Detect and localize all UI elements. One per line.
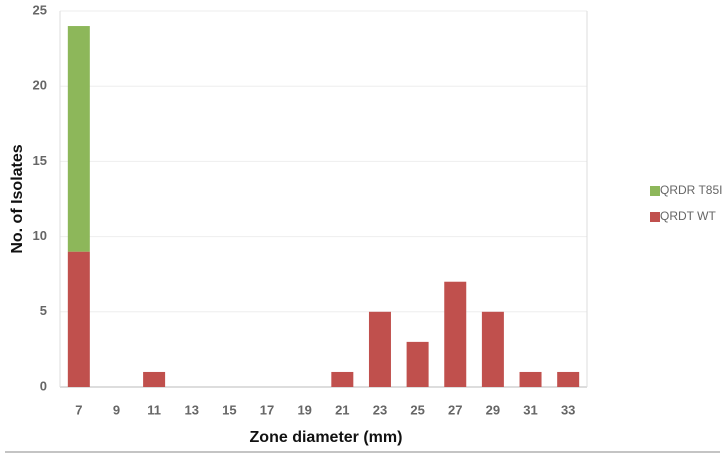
bar: [67, 251, 90, 387]
x-tick-label: 21: [335, 402, 349, 417]
x-tick-label: 13: [185, 402, 199, 417]
x-axis-title: Zone diameter (mm): [250, 429, 403, 446]
x-tick-label: 11: [147, 402, 161, 417]
x-tick-label: 33: [561, 402, 575, 417]
x-tick-label: 23: [373, 402, 387, 417]
x-tick-label: 29: [486, 402, 500, 417]
bar: [67, 26, 90, 252]
y-tick-label: 0: [40, 378, 47, 393]
y-axis-title: No. of Isolates: [9, 144, 26, 253]
bar: [557, 371, 580, 387]
x-tick-label: 25: [410, 402, 424, 417]
bar: [368, 311, 391, 387]
bar: [331, 371, 354, 387]
x-tick-label: 17: [260, 402, 274, 417]
bar: [519, 371, 542, 387]
bar: [481, 311, 504, 387]
x-tick-label: 7: [75, 402, 82, 417]
legend-label: QRDT WT: [660, 209, 716, 223]
x-tick-label: 15: [222, 402, 236, 417]
y-tick-label: 10: [33, 228, 47, 243]
bar: [143, 371, 166, 387]
x-tick-label: 27: [448, 402, 462, 417]
y-tick-label: 20: [33, 78, 47, 93]
legend-swatch: [650, 212, 660, 222]
y-tick-label: 25: [33, 2, 47, 17]
bar: [406, 341, 429, 387]
y-tick-label: 5: [40, 303, 47, 318]
bar: [444, 281, 467, 387]
x-tick-label: 31: [523, 402, 537, 417]
x-tick-label: 19: [297, 402, 311, 417]
legend-label: QRDR T85I: [660, 183, 722, 197]
y-tick-label: 15: [33, 153, 47, 168]
legend-swatch: [650, 186, 660, 196]
x-tick-label: 9: [113, 402, 120, 417]
